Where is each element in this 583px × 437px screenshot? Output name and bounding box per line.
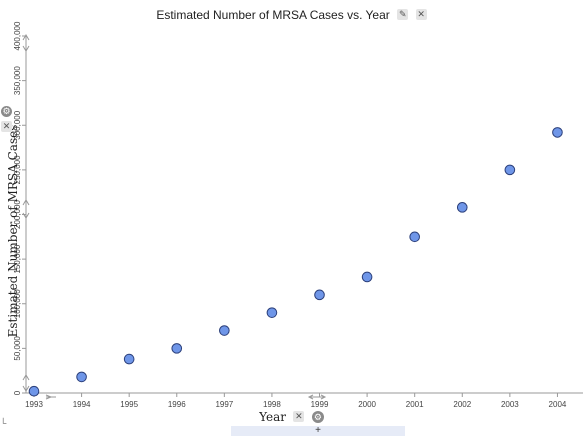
data-point[interactable] bbox=[123, 353, 135, 365]
y-tick-label: 0 bbox=[13, 390, 22, 395]
data-point[interactable] bbox=[219, 325, 230, 336]
data-point[interactable] bbox=[504, 164, 516, 176]
y-axis-min-drag-handle[interactable] bbox=[22, 374, 30, 392]
data-point[interactable] bbox=[171, 343, 183, 354]
data-point[interactable] bbox=[28, 385, 40, 397]
chart-title: Estimated Number of MRSA Cases vs. Year bbox=[156, 7, 390, 22]
y-tick-label: 300,000 bbox=[13, 110, 22, 139]
corner-resize-icon[interactable]: └ bbox=[0, 418, 7, 428]
y-axis-title: Estimated Number of MRSA Cases bbox=[5, 124, 20, 338]
data-point[interactable] bbox=[266, 307, 278, 318]
add-series-button[interactable]: + bbox=[231, 426, 405, 436]
close-title-icon[interactable]: ✕ bbox=[415, 9, 427, 21]
x-tick-label: 1999 bbox=[311, 400, 329, 409]
edit-title-pencil-icon[interactable]: ✎ bbox=[397, 9, 409, 21]
x-axis-title: Year bbox=[259, 409, 286, 424]
y-tick-label: 100,000 bbox=[13, 289, 22, 318]
x-tick-label: 2001 bbox=[406, 400, 424, 409]
data-point[interactable] bbox=[456, 202, 468, 213]
data-point[interactable] bbox=[361, 271, 373, 283]
x-axis-mid-drag-handle[interactable] bbox=[307, 394, 327, 400]
x-tick-label: 2003 bbox=[501, 400, 519, 409]
y-tick-label: 200,000 bbox=[13, 199, 22, 228]
x-tick-label: 2002 bbox=[453, 400, 471, 409]
x-tick-label: 2000 bbox=[358, 400, 376, 409]
x-axis-close-icon[interactable]: ✕ bbox=[293, 411, 305, 423]
data-point[interactable] bbox=[409, 231, 420, 243]
x-tick-label: 1993 bbox=[25, 400, 43, 409]
x-axis-settings-gear-icon[interactable]: ⚙ bbox=[311, 410, 324, 423]
y-axis-title-bar: Estimated Number of MRSA Cases bbox=[4, 125, 22, 338]
y-tick-label: 50,000 bbox=[13, 336, 22, 361]
y-axis-mid-drag-handle[interactable] bbox=[22, 199, 30, 219]
y-tick-label: 250,000 bbox=[13, 155, 22, 184]
y-tick-label: 400,000 bbox=[13, 21, 22, 50]
y-axis-settings-gear-icon[interactable]: ⚙ bbox=[1, 106, 12, 117]
x-tick-label: 1998 bbox=[263, 400, 281, 409]
y-tick-label: 150,000 bbox=[13, 244, 22, 273]
chart-title-bar: Estimated Number of MRSA Cases vs. Year … bbox=[0, 6, 583, 24]
x-tick-label: 1994 bbox=[73, 400, 91, 409]
data-point[interactable] bbox=[76, 371, 87, 383]
data-point[interactable] bbox=[552, 127, 563, 138]
y-axis-close-icon[interactable]: ✕ bbox=[1, 121, 12, 132]
x-axis-min-drag-handle[interactable] bbox=[45, 394, 56, 400]
y-tick-label: 350,000 bbox=[13, 66, 22, 95]
x-tick-label: 2004 bbox=[549, 400, 567, 409]
y-axis-max-drag-handle[interactable] bbox=[22, 34, 30, 52]
x-tick-label: 1995 bbox=[120, 400, 138, 409]
x-tick-label: 1996 bbox=[168, 400, 186, 409]
x-tick-label: 1997 bbox=[215, 400, 233, 409]
x-axis-title-bar: Year ✕ ⚙ bbox=[0, 408, 583, 426]
data-point[interactable] bbox=[314, 289, 325, 301]
